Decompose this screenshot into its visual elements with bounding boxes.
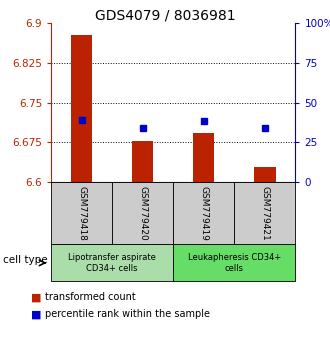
Bar — [254, 167, 276, 182]
Bar — [71, 35, 92, 182]
Text: percentile rank within the sample: percentile rank within the sample — [45, 309, 210, 319]
Bar — [132, 142, 153, 182]
Text: GSM779419: GSM779419 — [199, 186, 208, 241]
Text: GSM779418: GSM779418 — [77, 186, 86, 241]
Text: GSM779420: GSM779420 — [138, 186, 147, 241]
Text: ■: ■ — [31, 292, 42, 302]
Text: Leukapheresis CD34+
cells: Leukapheresis CD34+ cells — [188, 253, 281, 273]
Text: transformed count: transformed count — [45, 292, 135, 302]
Text: ■: ■ — [31, 309, 42, 319]
Text: GSM779421: GSM779421 — [260, 186, 269, 241]
Text: cell type: cell type — [3, 255, 48, 265]
Text: GDS4079 / 8036981: GDS4079 / 8036981 — [95, 9, 235, 23]
Text: Lipotransfer aspirate
CD34+ cells: Lipotransfer aspirate CD34+ cells — [68, 253, 156, 273]
Bar — [193, 133, 214, 182]
